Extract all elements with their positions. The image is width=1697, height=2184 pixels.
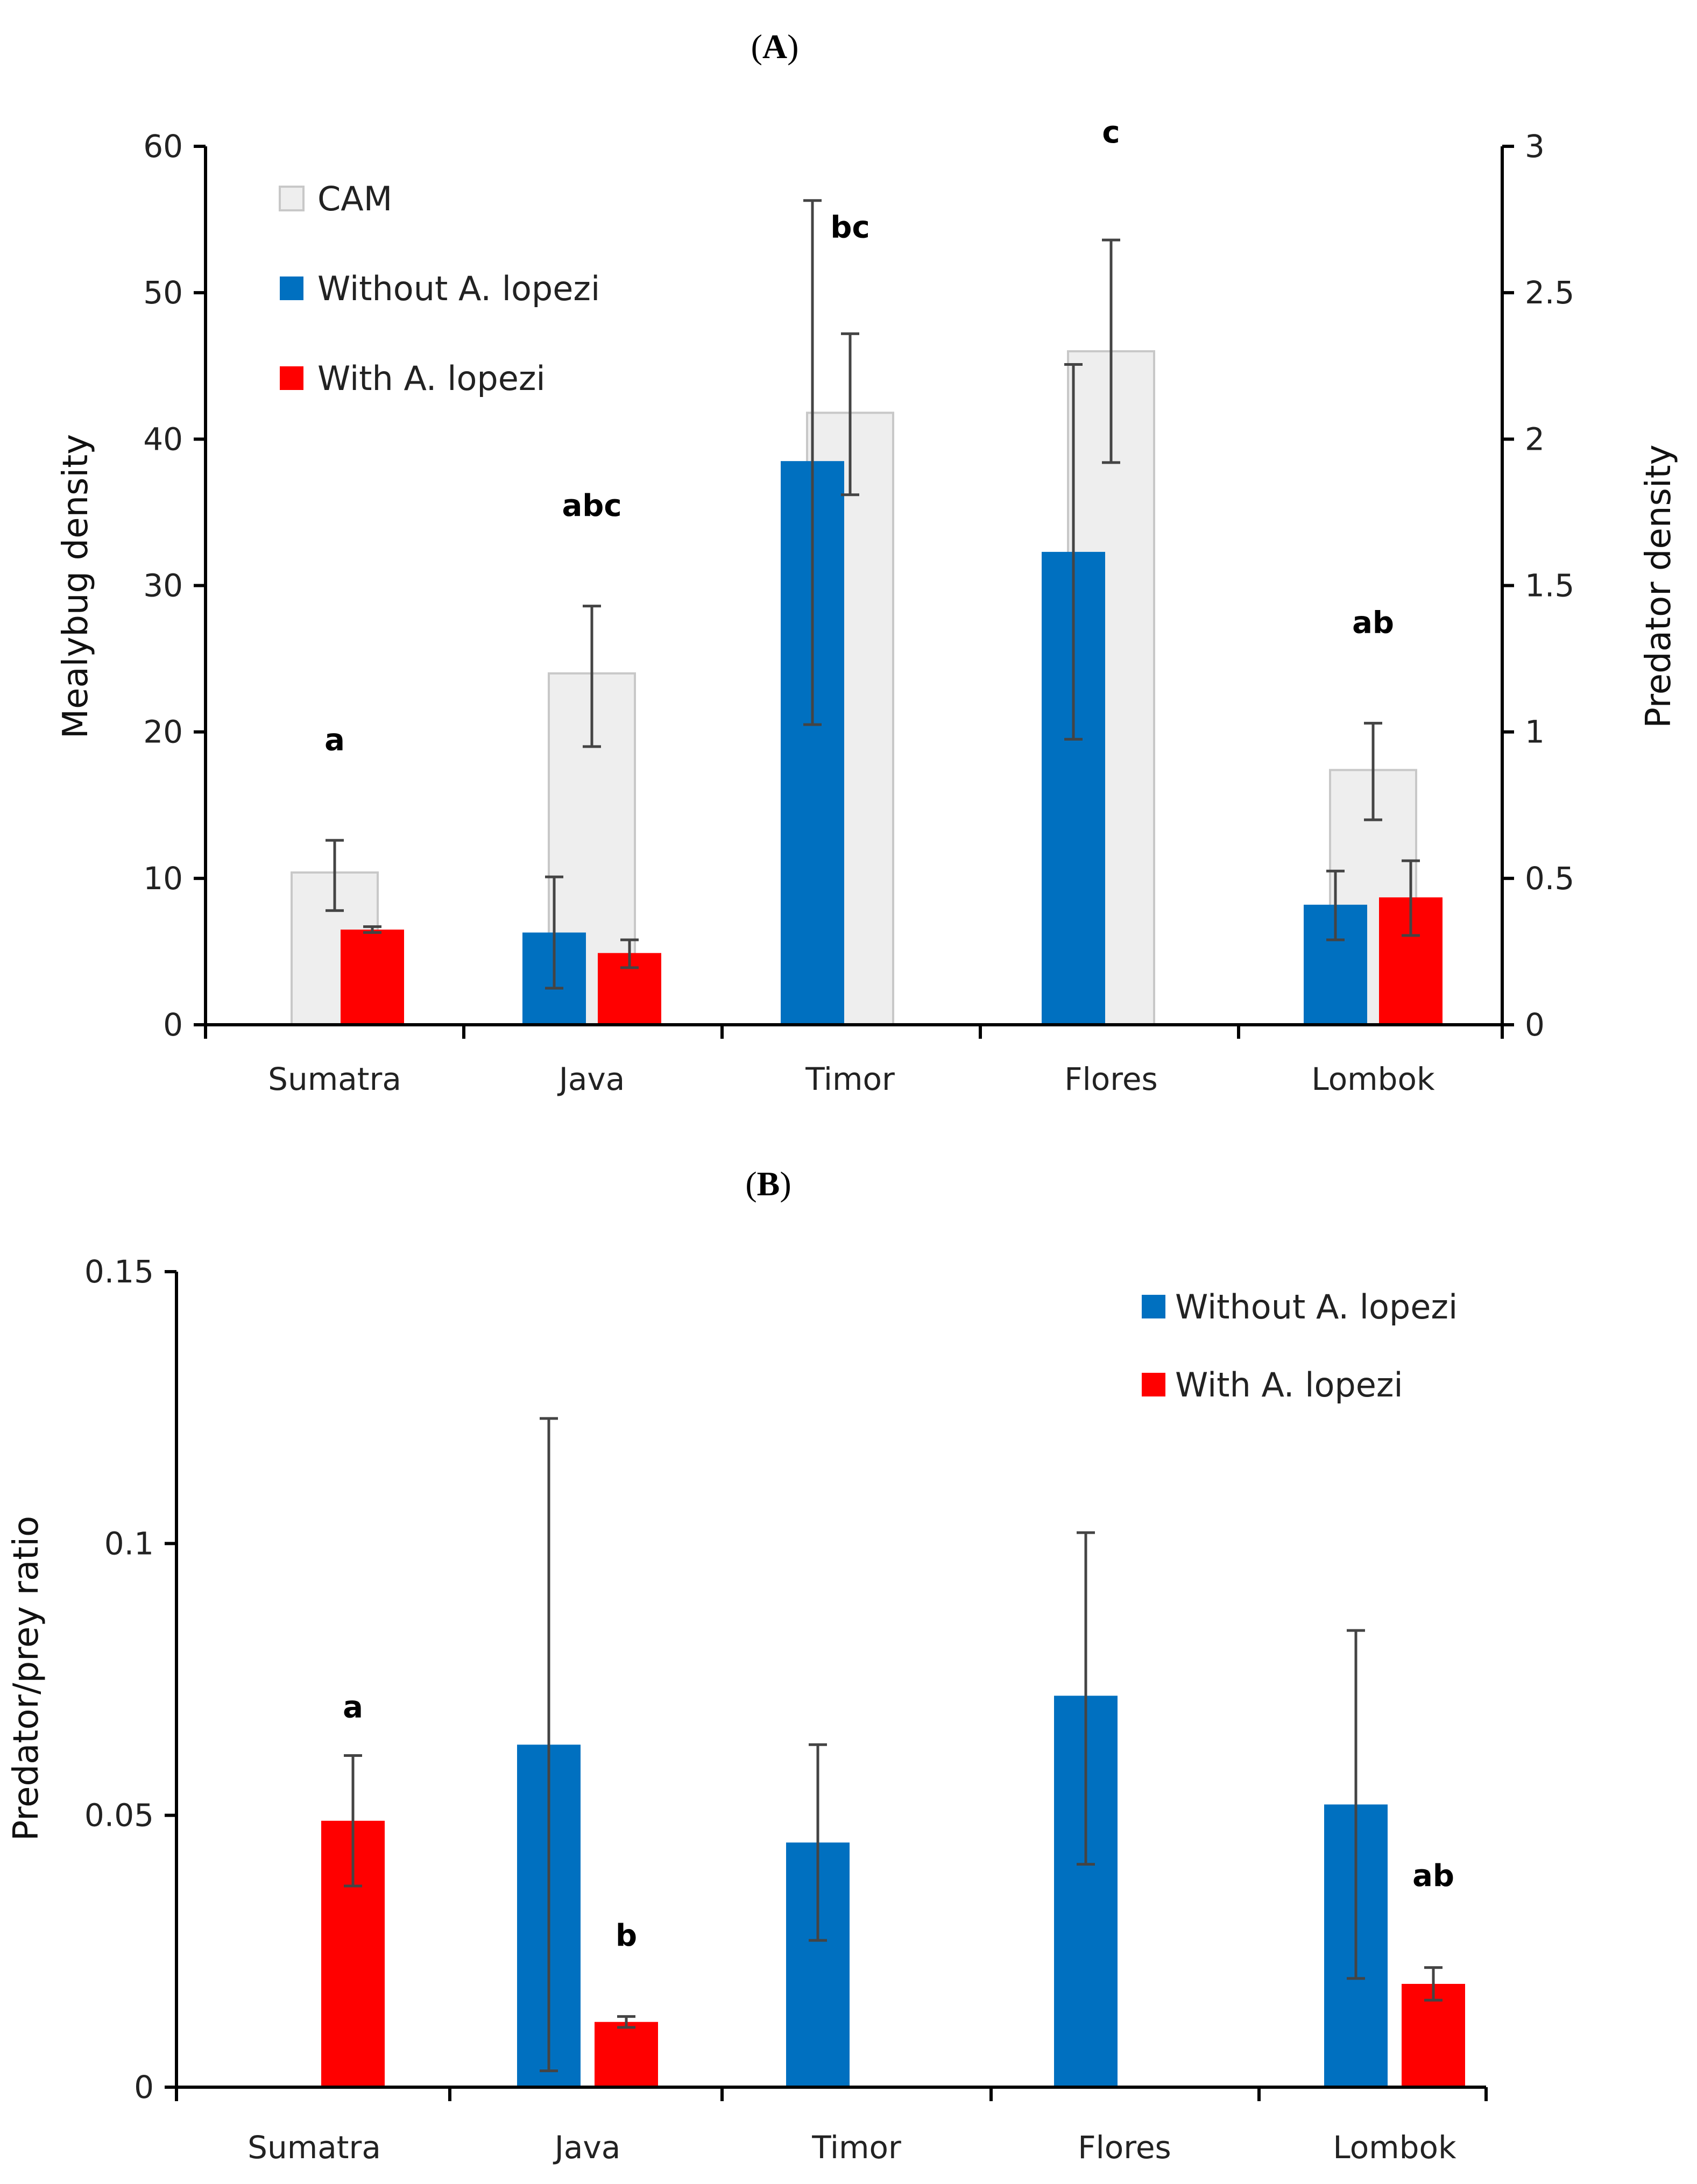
x-tick-label: Java bbox=[557, 1061, 625, 1097]
y-tick-label: 0 bbox=[134, 2069, 154, 2105]
significance-letter: a bbox=[343, 1690, 363, 1725]
x-tick-label: Lombok bbox=[1311, 1061, 1435, 1097]
left-tick-label: 10 bbox=[143, 860, 183, 897]
panel-a: 0 10 20 30 40 50 60 0 0.5 1 1.5 2 2.5 3 Sumatra Java Tim… bbox=[56, 115, 1679, 1097]
legend-label: Without A. lopezi bbox=[1175, 1287, 1458, 1327]
significance-letter: abc bbox=[562, 488, 621, 523]
panel-b-label-open: ( bbox=[745, 1165, 756, 1203]
panel-b-label-close: ) bbox=[780, 1165, 791, 1203]
legend-b: Without A. lopezi With A. lopezi bbox=[1142, 1287, 1458, 1405]
left-tick-label: 40 bbox=[143, 421, 183, 457]
significance-letter: ab bbox=[1412, 1859, 1454, 1894]
significance-letter: ab bbox=[1352, 606, 1394, 641]
legend-label: Without A. lopezi bbox=[317, 269, 600, 308]
y2-axis-title: Predator density bbox=[1639, 444, 1679, 728]
panel-b-label: (B) bbox=[745, 1165, 791, 1203]
left-tick-label: 30 bbox=[143, 568, 183, 604]
y-tick-label: 0.1 bbox=[104, 1525, 154, 1562]
x-tick-label: Sumatra bbox=[268, 1061, 401, 1097]
significance-letter: bc bbox=[830, 210, 869, 245]
y-axis-title: Predator/prey ratio bbox=[6, 1516, 46, 1841]
legend-swatch bbox=[1142, 1373, 1165, 1396]
panel-a-label-letter: A bbox=[762, 27, 787, 66]
right-tick-label: 2 bbox=[1525, 421, 1545, 457]
right-tick-label: 0 bbox=[1525, 1006, 1545, 1043]
left-tick-label: 0 bbox=[163, 1006, 183, 1043]
right-tick-label: 1.5 bbox=[1525, 568, 1574, 604]
panel-a-label-open: ( bbox=[751, 27, 762, 66]
legend-swatch bbox=[1142, 1295, 1165, 1318]
x-tick-label: Lombok bbox=[1333, 2129, 1456, 2166]
with-lopezi-bar-sumatra bbox=[341, 930, 404, 1025]
x-tick-label: Java bbox=[553, 2129, 621, 2166]
legend-label: CAM bbox=[317, 179, 392, 218]
left-tick-label: 50 bbox=[143, 274, 183, 311]
legend-swatch bbox=[279, 186, 305, 211]
significance-letter: a bbox=[324, 722, 345, 757]
x-tick-label: Sumatra bbox=[248, 2129, 381, 2166]
significance-letter: c bbox=[1102, 115, 1120, 150]
legend-swatch bbox=[280, 276, 303, 300]
right-tick-label: 0.5 bbox=[1525, 860, 1574, 897]
right-tick-label: 3 bbox=[1525, 128, 1545, 165]
significance-letter: b bbox=[616, 1918, 637, 1953]
x-tick-label: Flores bbox=[1078, 2129, 1171, 2166]
legend-swatch bbox=[280, 366, 303, 390]
x-tick-label: Timor bbox=[811, 2129, 901, 2166]
y-axis-title: Mealybug density bbox=[56, 434, 96, 739]
panel-a-label: (A) bbox=[751, 27, 799, 66]
right-tick-label: 2.5 bbox=[1525, 274, 1574, 311]
legend-label: With A. lopezi bbox=[317, 359, 546, 398]
y-tick-label: 0.05 bbox=[84, 1797, 154, 1834]
y-tick-label: 0.15 bbox=[84, 1253, 154, 1290]
left-tick-label: 60 bbox=[143, 128, 183, 165]
panel-b-label-letter: B bbox=[757, 1165, 780, 1203]
panel-a-label-close: ) bbox=[787, 27, 798, 66]
legend-a: CAM Without A. lopezi With A. lopezi bbox=[279, 179, 600, 398]
legend-label: With A. lopezi bbox=[1175, 1365, 1403, 1405]
x-tick-label: Timor bbox=[805, 1061, 895, 1097]
panel-b: 0 0.05 0.1 0.15 Sumatra Java Timor Flores Lombok… bbox=[6, 1253, 1488, 2166]
right-tick-label: 1 bbox=[1525, 714, 1545, 750]
with-lopezi-bar-java bbox=[595, 2022, 658, 2087]
left-tick-label: 20 bbox=[143, 714, 183, 750]
x-tick-label: Flores bbox=[1064, 1061, 1157, 1097]
